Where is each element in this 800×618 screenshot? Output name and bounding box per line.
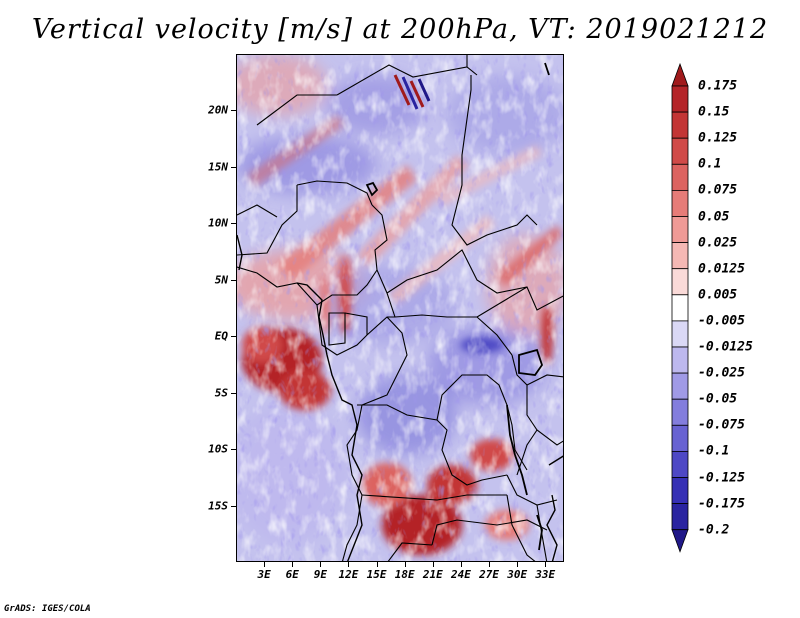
colorbar-swatch — [671, 216, 689, 244]
lon-tick-label: 6E — [285, 568, 299, 581]
colorbar-label: -0.05 — [698, 391, 738, 407]
country-boundaries — [237, 55, 563, 561]
lon-tick-mark — [460, 562, 462, 567]
colorbar-label: 0.125 — [698, 130, 738, 146]
lat-tick-mark — [231, 505, 236, 507]
colorbar-label: 0.005 — [698, 287, 738, 303]
lon-tick-mark — [264, 562, 266, 567]
lat-tick-label: 10S — [208, 442, 228, 456]
lon-tick-mark — [376, 562, 378, 567]
colorbar-label: -0.1 — [698, 443, 730, 459]
gravity-wave-streaks — [393, 74, 431, 110]
colorbar-swatch — [671, 320, 689, 348]
colorbar-label: -0.005 — [698, 313, 745, 329]
lat-tick-mark — [231, 279, 236, 281]
lat-tick-label: 20N — [208, 103, 228, 117]
colorbar-swatch — [671, 346, 689, 374]
lat-tick-label: 5N — [214, 273, 228, 287]
field-texture-light — [237, 55, 563, 561]
lat-tick-label: EQ — [214, 329, 228, 343]
map-title: Vertical velocity [m/s] at 200hPa, VT: 2… — [31, 14, 769, 45]
lat-tick-mark — [231, 166, 236, 168]
colorbar-label: -0.2 — [698, 522, 730, 538]
colorbar-swatch — [671, 85, 689, 113]
lat-tick-label: 5S — [214, 386, 228, 400]
lon-tick-label: 21E — [422, 568, 443, 581]
lakes — [365, 62, 550, 551]
lon-tick-mark — [320, 562, 322, 567]
colorbar-label: 0.0125 — [698, 261, 745, 277]
colorbar-label: 0.075 — [698, 182, 738, 198]
colorbar-swatch — [671, 111, 689, 139]
lat-tick-mark — [231, 392, 236, 394]
colorbar-swatch — [671, 62, 689, 87]
colorbar-swatch — [671, 529, 689, 553]
colorbar-label: 0.15 — [698, 104, 730, 120]
colorbar-label: -0.075 — [698, 417, 745, 433]
lon-tick-label: 30E — [507, 568, 528, 581]
lon-tick-mark — [348, 562, 350, 567]
lon-tick-label: 24E — [450, 568, 471, 581]
colorbar-swatch — [671, 477, 689, 505]
colorbar-swatch — [671, 163, 689, 191]
lon-tick-label: 33E — [535, 568, 556, 581]
lat-tick-label: 10N — [208, 216, 228, 230]
colorbar-swatch — [671, 503, 689, 531]
colorbar-swatch — [671, 294, 689, 322]
colorbar-swatch — [671, 424, 689, 452]
lon-tick-mark — [292, 562, 294, 567]
lat-tick-mark — [231, 223, 236, 225]
lon-tick-mark — [517, 562, 519, 567]
lon-tick-label: 15E — [366, 568, 387, 581]
colorbar-swatch — [671, 372, 689, 400]
lat-tick-mark — [231, 449, 236, 451]
colorbar-label: -0.175 — [698, 496, 745, 512]
colorbar-swatch — [671, 450, 689, 478]
lat-tick-mark — [231, 336, 236, 338]
grads-credit: GrADS: IGES/COLA — [4, 604, 91, 614]
colorbar-label: -0.0125 — [698, 339, 753, 355]
colorbar-label: 0.1 — [698, 156, 722, 172]
colorbar-label: 0.05 — [698, 209, 730, 224]
lon-tick-label: 18E — [394, 568, 415, 581]
lat-tick-mark — [231, 110, 236, 112]
lon-tick-label: 9E — [313, 568, 327, 581]
colorbar-label: 0.175 — [698, 78, 738, 94]
colorbar-swatch — [671, 268, 689, 296]
lon-tick-mark — [404, 562, 406, 567]
lat-tick-label: 15S — [208, 499, 228, 513]
coastline — [237, 234, 563, 561]
lon-tick-mark — [545, 562, 547, 567]
colorbar — [671, 62, 689, 553]
map-panel — [236, 54, 564, 562]
colorbar-label: 0.025 — [698, 235, 738, 251]
lon-tick-mark — [432, 562, 434, 567]
lon-tick-label: 3E — [257, 568, 271, 581]
colorbar-swatch — [671, 189, 689, 217]
colorbar-swatch — [671, 242, 689, 270]
lat-tick-label: 15N — [208, 160, 228, 174]
lon-tick-label: 12E — [338, 568, 359, 581]
colorbar-label: -0.025 — [698, 365, 745, 381]
lon-tick-label: 27E — [479, 568, 499, 581]
colorbar-swatch — [671, 137, 689, 165]
velocity-field-map — [237, 55, 563, 561]
lon-tick-mark — [489, 562, 491, 567]
colorbar-swatch — [671, 398, 689, 426]
colorbar-label: -0.125 — [698, 470, 745, 485]
